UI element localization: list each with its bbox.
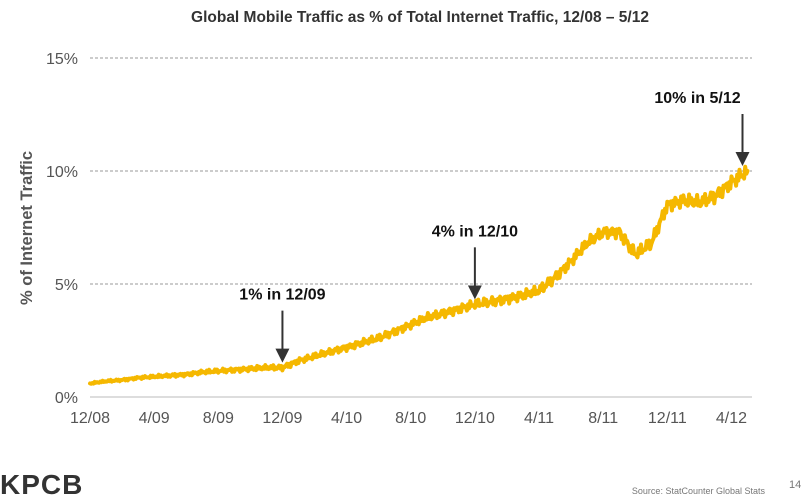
data-point bbox=[280, 366, 284, 370]
x-tick-label: 12/10 bbox=[455, 410, 495, 427]
x-tick-label: 4/10 bbox=[331, 410, 362, 427]
data-point bbox=[585, 241, 589, 245]
data-point bbox=[232, 368, 236, 372]
data-point bbox=[601, 230, 605, 234]
x-tick-label: 4/12 bbox=[716, 410, 747, 427]
data-point bbox=[200, 370, 204, 374]
x-tick-label: 12/11 bbox=[648, 410, 687, 427]
kpcb-logo: KPCB bbox=[0, 469, 83, 496]
series-group bbox=[88, 164, 750, 386]
x-tick-label: 4/09 bbox=[139, 410, 170, 427]
data-point bbox=[136, 376, 140, 380]
data-point bbox=[746, 169, 750, 173]
data-point bbox=[441, 311, 445, 315]
data-point bbox=[521, 293, 525, 297]
data-point bbox=[617, 230, 621, 234]
data-point bbox=[649, 241, 653, 245]
data-point bbox=[168, 374, 172, 378]
data-point bbox=[457, 307, 461, 311]
data-point bbox=[88, 381, 92, 385]
y-tick-label: 0% bbox=[55, 390, 78, 407]
source-note: Source: StatCounter Global Stats bbox=[632, 486, 766, 496]
data-point bbox=[569, 259, 573, 263]
page-number: 14 bbox=[789, 479, 801, 491]
data-point bbox=[313, 354, 317, 358]
data-point bbox=[104, 379, 108, 383]
x-tick-label: 8/11 bbox=[588, 410, 618, 427]
x-axis-ticks: 12/08 4/09 8/09 12/09 4/10 8/10 12/10 4/11 8/11 1… bbox=[70, 410, 747, 427]
data-point bbox=[681, 198, 685, 202]
x-tick-label: 8/09 bbox=[203, 410, 234, 427]
x-tick-label: 12/08 bbox=[70, 410, 110, 427]
x-tick-label: 12/09 bbox=[262, 410, 302, 427]
y-axis-ticks: 0% 5% 10% 15% bbox=[46, 51, 78, 407]
data-point bbox=[296, 359, 300, 363]
y-tick-label: 10% bbox=[46, 164, 78, 181]
data-point bbox=[120, 378, 124, 382]
data-point bbox=[489, 300, 493, 304]
data-point bbox=[553, 275, 557, 279]
data-point bbox=[393, 329, 397, 333]
grid-lines bbox=[90, 57, 752, 285]
data-point bbox=[329, 350, 333, 354]
y-tick-label: 15% bbox=[46, 51, 78, 68]
annotations-group: 1% in 12/09 4% in 12/10 10% in 5/12 bbox=[239, 90, 750, 363]
data-point bbox=[361, 341, 365, 345]
mobile-traffic-line bbox=[88, 164, 750, 386]
data-point bbox=[537, 289, 541, 293]
data-point bbox=[152, 375, 156, 379]
annotation-label: 10% in 5/12 bbox=[654, 90, 740, 107]
data-point bbox=[633, 253, 637, 257]
data-point bbox=[264, 366, 268, 370]
data-point bbox=[409, 323, 413, 327]
data-point bbox=[345, 345, 349, 349]
data-point bbox=[473, 302, 477, 306]
y-tick-label: 5% bbox=[55, 277, 78, 294]
data-point bbox=[505, 297, 509, 301]
data-point bbox=[248, 367, 252, 371]
data-point bbox=[377, 336, 381, 340]
chart-title: Global Mobile Traffic as % of Total Inte… bbox=[191, 9, 649, 26]
annotation-label: 1% in 12/09 bbox=[239, 287, 325, 304]
y-axis-label: % of Internet Traffic bbox=[18, 151, 36, 305]
x-tick-label: 8/10 bbox=[395, 410, 426, 427]
data-point bbox=[425, 316, 429, 320]
data-point bbox=[216, 369, 220, 373]
data-point bbox=[713, 194, 717, 198]
data-point bbox=[729, 180, 733, 184]
data-point bbox=[697, 201, 701, 205]
data-point bbox=[184, 372, 188, 376]
annotation-label: 4% in 12/10 bbox=[432, 223, 518, 240]
data-point bbox=[665, 203, 669, 207]
x-tick-label: 4/11 bbox=[524, 410, 554, 427]
